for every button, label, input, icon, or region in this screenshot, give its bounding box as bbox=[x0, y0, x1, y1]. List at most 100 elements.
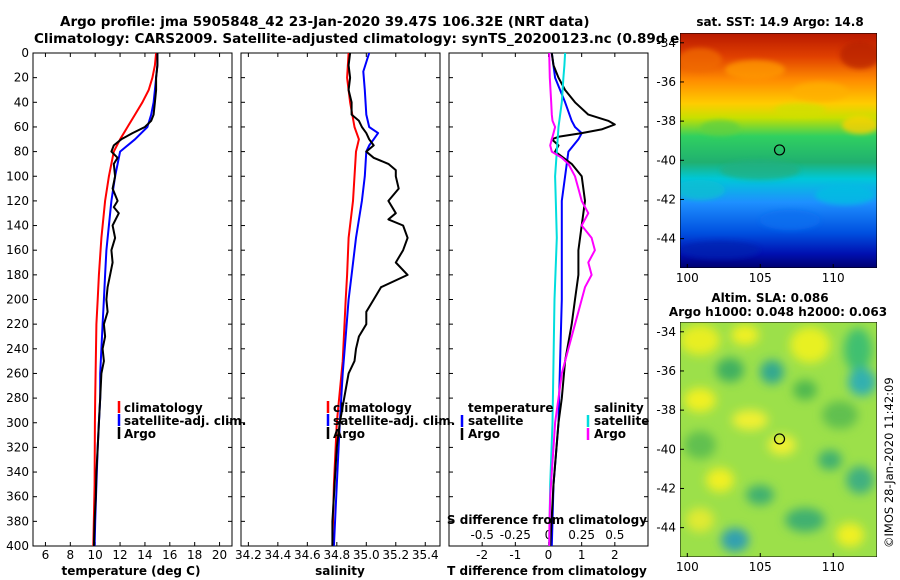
x-tick-label-salinity: 0.25 bbox=[568, 528, 595, 542]
x-tick-label: 1 bbox=[578, 548, 586, 562]
temperature-series bbox=[92, 53, 159, 546]
map-x-tick-label: 100 bbox=[676, 271, 699, 285]
sst-texture bbox=[680, 41, 877, 259]
legend-s-satellite: satellite bbox=[594, 414, 649, 428]
map-y-tick-label: -40 bbox=[656, 442, 676, 456]
sst-map-image bbox=[680, 33, 877, 268]
x-tick-label: 35.0 bbox=[353, 548, 380, 562]
map-y-tick-label: -36 bbox=[656, 75, 676, 89]
diff-s-argo-line bbox=[548, 53, 596, 546]
x-tick-label-salinity: 0.5 bbox=[605, 528, 624, 542]
map-x-tick-label: 105 bbox=[749, 560, 772, 574]
sla-map-title-line1: Altim. SLA: 0.086 bbox=[711, 291, 828, 305]
depth-tick-label: 320 bbox=[6, 440, 29, 454]
depth-tick-label: 380 bbox=[6, 514, 29, 528]
x-tick-label-salinity: -0.25 bbox=[500, 528, 531, 542]
x-tick-label: 16 bbox=[162, 548, 177, 562]
x-tick-label: 35.4 bbox=[412, 548, 439, 562]
sla-map-title-line2: Argo h1000: 0.048 h2000: 0.063 bbox=[669, 305, 887, 319]
map-y-tick-label: -38 bbox=[656, 114, 676, 128]
x-tick-label: 10 bbox=[88, 548, 103, 562]
sst-argo-position-marker bbox=[773, 144, 786, 156]
x-tick-label: -1 bbox=[509, 548, 521, 562]
legend-salinity-heading: salinity bbox=[594, 401, 644, 415]
map-y-tick-label: -38 bbox=[656, 403, 676, 417]
legend-temperature-heading: temperature bbox=[468, 401, 553, 415]
x-tick-label: 2 bbox=[611, 548, 619, 562]
depth-tick-label: 260 bbox=[6, 366, 29, 380]
difference-panel-frame bbox=[448, 52, 649, 547]
legend-argo: Argo bbox=[124, 427, 156, 441]
depth-tick-label: 140 bbox=[6, 219, 29, 233]
legend-climatology: climatology bbox=[124, 401, 203, 415]
x-tick-label-salinity: -0.5 bbox=[470, 528, 493, 542]
difference-legend-temperature: temperature satellite Argo bbox=[460, 401, 553, 441]
sst-map-axes: 100 105 110 -34 -36 -38 -40 -42 -44 bbox=[656, 36, 844, 285]
depth-tick-label: 280 bbox=[6, 391, 29, 405]
x-tick-label: 12 bbox=[112, 548, 127, 562]
difference-xlabel-top: S difference from climatology bbox=[447, 513, 647, 527]
depth-tick-label: 40 bbox=[14, 95, 29, 109]
depth-tick-label: 400 bbox=[6, 539, 29, 553]
map-x-tick-label: 110 bbox=[822, 560, 845, 574]
depth-tick-label: 220 bbox=[6, 317, 29, 331]
diff-t-argo-line bbox=[549, 53, 616, 546]
copyright-timestamp: ©IMOS 28-Jan-2020 11:42:09 bbox=[882, 377, 896, 548]
salinity-satellite-line bbox=[332, 53, 380, 546]
legend-s-argo: Argo bbox=[594, 427, 626, 441]
depth-tick-label: 240 bbox=[6, 342, 29, 356]
salinity-x-axis: 34.2 34.4 34.6 34.8 35.0 35.2 35.4 bbox=[235, 53, 439, 562]
depth-tick-label: 100 bbox=[6, 169, 29, 183]
map-y-tick-label: -42 bbox=[656, 192, 676, 206]
depth-tick-label: 300 bbox=[6, 416, 29, 430]
map-x-tick-label: 105 bbox=[749, 271, 772, 285]
map-y-tick-label: -44 bbox=[656, 521, 676, 535]
map-y-tick-label: -36 bbox=[656, 364, 676, 378]
x-tick-label: 0 bbox=[545, 548, 553, 562]
x-tick-label: 18 bbox=[187, 548, 202, 562]
x-tick-label: 34.6 bbox=[294, 548, 321, 562]
depth-tick-label: 200 bbox=[6, 293, 29, 307]
x-tick-label: 14 bbox=[137, 548, 152, 562]
map-y-tick-label: -34 bbox=[656, 325, 676, 339]
salinity-panel-frame bbox=[240, 52, 441, 547]
depth-tick-label: 160 bbox=[6, 243, 29, 257]
x-tick-label: 34.4 bbox=[264, 548, 291, 562]
title-line1: Argo profile: jma 5905848_42 23-Jan-2020… bbox=[60, 14, 590, 30]
legend-argo: Argo bbox=[333, 427, 365, 441]
depth-axis: 0 20 40 60 80 100 120 140 160 180 200 220 240 260 280 3… bbox=[6, 46, 648, 553]
salinity-series bbox=[331, 53, 409, 546]
map-x-tick-label: 100 bbox=[676, 560, 699, 574]
temperature-legend: climatology satellite-adj. clim. Argo bbox=[117, 401, 246, 441]
x-tick-label: 35.2 bbox=[382, 548, 409, 562]
salinity-xlabel: salinity bbox=[315, 564, 365, 578]
sla-map-image bbox=[680, 322, 877, 557]
legend-satellite: satellite-adj. clim. bbox=[333, 414, 455, 428]
x-tick-label: 34.8 bbox=[323, 548, 350, 562]
depth-tick-label: 80 bbox=[14, 145, 29, 159]
legend-satellite: satellite-adj. clim. bbox=[124, 414, 246, 428]
temperature-x-axis: 6 8 10 12 14 16 18 20 bbox=[42, 53, 227, 562]
difference-xlabel: T difference from climatology bbox=[447, 564, 647, 578]
temperature-xlabel: temperature (deg C) bbox=[62, 564, 201, 578]
map-y-tick-label: -40 bbox=[656, 153, 676, 167]
legend-t-argo: Argo bbox=[468, 427, 500, 441]
depth-tick-label: 60 bbox=[14, 120, 29, 134]
depth-tick-label: 180 bbox=[6, 268, 29, 282]
temperature-climatology-line bbox=[92, 53, 158, 546]
map-x-tick-label: 110 bbox=[822, 271, 845, 285]
depth-tick-label: 360 bbox=[6, 490, 29, 504]
diff-s-satellite-line bbox=[548, 53, 567, 546]
depth-tick-label: 0 bbox=[21, 46, 29, 60]
sla-texture bbox=[680, 325, 876, 552]
difference-series bbox=[548, 53, 616, 546]
sst-map-title: sat. SST: 14.9 Argo: 14.8 bbox=[696, 15, 863, 29]
x-tick-label: 6 bbox=[42, 548, 50, 562]
map-y-tick-label: -34 bbox=[656, 36, 676, 50]
sla-map-axes: 100 105 110 -34 -36 -38 -40 -42 -44 bbox=[656, 325, 844, 574]
legend-t-satellite: satellite bbox=[468, 414, 523, 428]
map-y-tick-label: -42 bbox=[656, 481, 676, 495]
depth-tick-label: 340 bbox=[6, 465, 29, 479]
map-y-tick-label: -44 bbox=[656, 232, 676, 246]
